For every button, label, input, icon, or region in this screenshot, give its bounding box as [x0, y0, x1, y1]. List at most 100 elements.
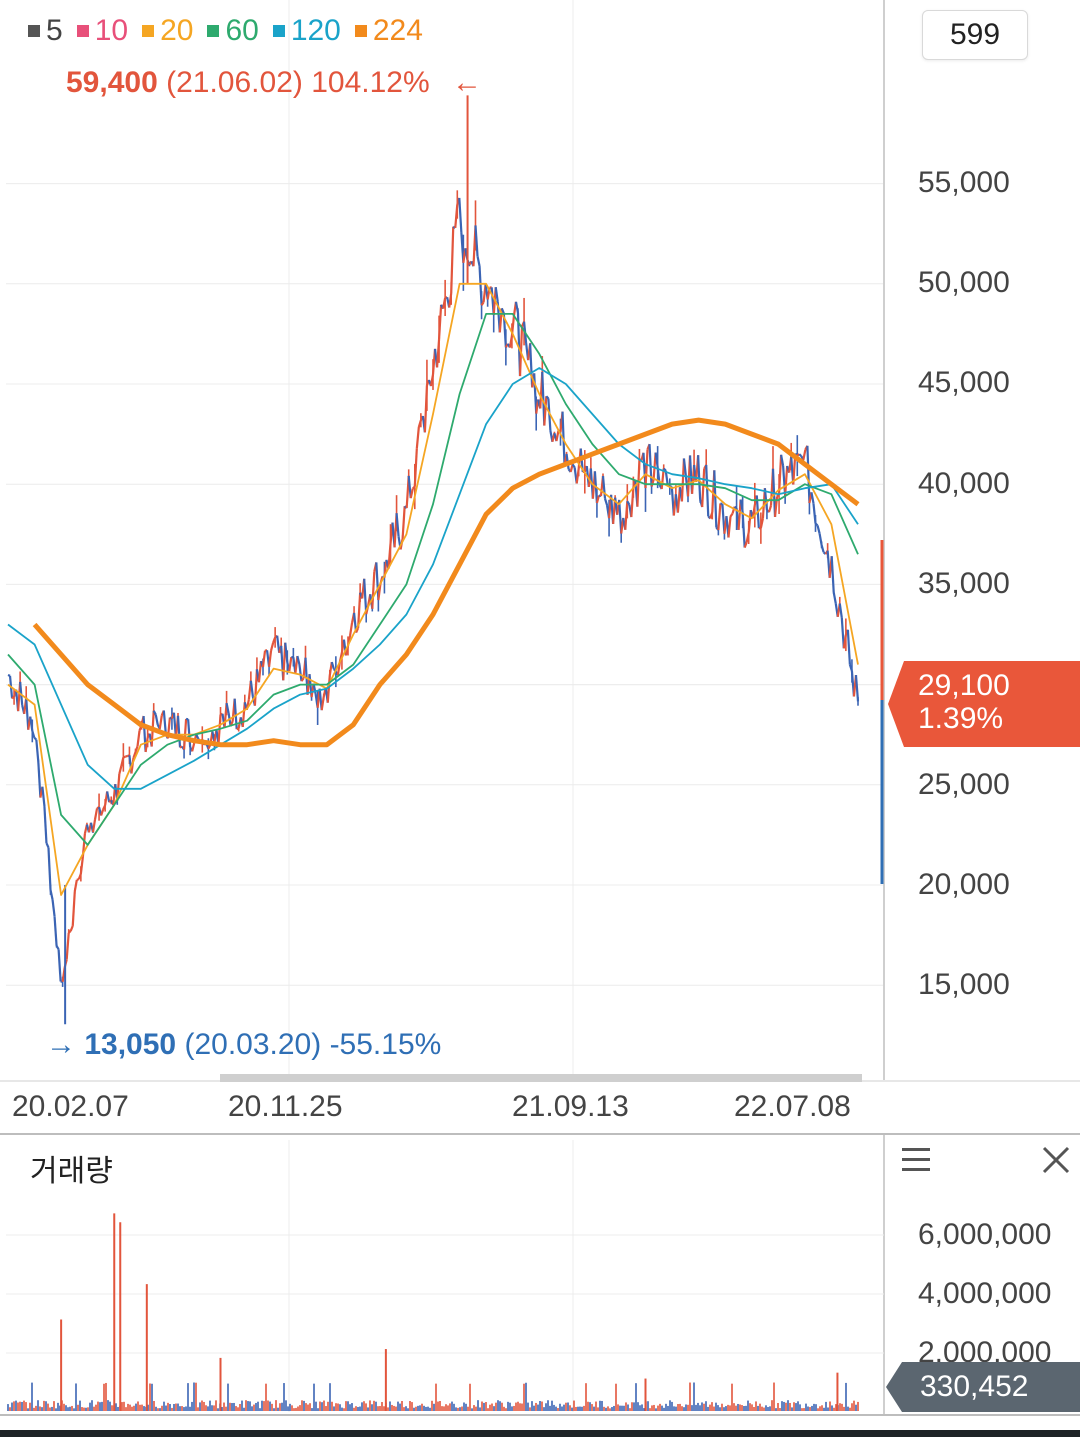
legend-item[interactable]: 120 [272, 14, 341, 48]
price-trace-segment [152, 710, 157, 716]
price-trace-segment [296, 655, 301, 665]
price-trace-segment [158, 715, 163, 729]
price-trace-segment [409, 488, 414, 499]
legend-item[interactable]: 5 [28, 14, 63, 48]
legend-item[interactable]: 60 [207, 14, 259, 48]
current-volume-tag: 330,452 [886, 1362, 1080, 1412]
left-arrow-icon: ← [452, 66, 482, 99]
legend-label: 60 [225, 14, 259, 47]
price-trace-segment [407, 475, 412, 499]
legend-swatch [354, 25, 367, 37]
price-trace-segment [176, 715, 182, 748]
y-tick-label: 25,000 [918, 768, 1010, 801]
price-trace-segment [136, 730, 141, 747]
price-trace-segment [543, 396, 548, 426]
price-trace-segment [355, 627, 360, 634]
price-trace-segment [25, 697, 30, 730]
price-trace-segment [494, 287, 499, 303]
x-tick-label: 22.07.08 [734, 1090, 851, 1123]
price-trace-segment [474, 225, 479, 257]
high-price: 59,400 [66, 66, 158, 99]
price-trace-segment [796, 453, 800, 457]
price-trace-segment [31, 730, 36, 738]
low-pct: -55.15% [329, 1028, 442, 1061]
menu-icon[interactable] [902, 1148, 930, 1172]
close-icon[interactable] [1040, 1144, 1072, 1176]
price-trace-segment [191, 742, 196, 752]
candle-count-box[interactable]: 599 [922, 10, 1028, 60]
legend-swatch [272, 25, 285, 37]
price-trace-segment [100, 809, 105, 816]
low-date: (20.03.20) [184, 1028, 322, 1061]
price-trace-segment [71, 891, 76, 926]
price-trace-segment [784, 465, 789, 496]
price-trace-segment [743, 541, 748, 548]
y-tick-label: 55,000 [918, 166, 1010, 199]
price-trace-segment [545, 395, 550, 400]
price-trace-segment [595, 495, 601, 504]
price-trace-segment [300, 677, 305, 682]
price-trace-segment [830, 556, 835, 593]
legend-label: 120 [290, 14, 341, 47]
price-trace-segment [122, 755, 126, 759]
price-trace-segment [820, 544, 825, 553]
price-trace-segment [682, 458, 688, 477]
price-trace-segment [267, 650, 273, 667]
price-trace-segment [118, 765, 123, 775]
legend-swatch [207, 25, 220, 37]
current-volume: 330,452 [920, 1370, 1029, 1403]
price-trace-segment [249, 680, 254, 698]
y-tick-label: 15,000 [918, 968, 1010, 1001]
price-trace-segment [680, 458, 686, 502]
y-tick-label: 45,000 [918, 366, 1010, 399]
price-trace-segment [73, 879, 78, 892]
price-trace-segment [415, 426, 420, 449]
price-trace-segment [500, 307, 505, 314]
price-trace-segment [33, 736, 38, 741]
price-trace-segment [720, 502, 723, 506]
legend-item[interactable]: 10 [76, 14, 128, 48]
legend-item[interactable]: 224 [354, 14, 423, 48]
price-trace-segment [854, 674, 860, 702]
price-trace-segment [43, 806, 48, 844]
price-trace-segment [7, 673, 11, 677]
legend-label: 20 [160, 14, 194, 47]
price-trace-segment [276, 635, 281, 653]
legend-swatch [142, 25, 155, 37]
price-trace-segment [162, 710, 167, 735]
ma-line-20 [7, 282, 859, 896]
price-trace-segment [737, 499, 742, 530]
price-trace-segment [798, 453, 803, 457]
price-trace-segment [41, 786, 46, 807]
price-trace-segment [57, 949, 62, 982]
right-arrow-icon: → [46, 1028, 76, 1061]
price-trace-segment [76, 878, 80, 881]
price-trace-segment [371, 571, 376, 609]
price-trace-segment [47, 847, 52, 890]
price-trace-segment [225, 702, 230, 714]
scrollbar-thumb[interactable] [220, 1074, 862, 1082]
price-trace-segment [450, 226, 455, 294]
high-price-annotation: 59,400 (21.06.02) 104.12% ← [66, 66, 482, 100]
price-trace-segment [413, 448, 418, 487]
price-trace-segment [67, 930, 72, 934]
price-trace-segment [51, 899, 56, 917]
legend-item[interactable]: 20 [142, 14, 193, 48]
high-pct: 104.12% [311, 66, 430, 99]
price-trace-segment [298, 664, 303, 682]
current-change-pct: 1.39% [918, 702, 1004, 735]
y-tick-label: 40,000 [918, 467, 1010, 500]
price-trace-segment [650, 479, 655, 487]
price-trace-segment [480, 301, 485, 306]
price-trace-segment [780, 454, 785, 467]
price-trace-segment [814, 522, 819, 527]
price-trace-segment [701, 468, 706, 508]
price-trace-segment [741, 511, 746, 548]
price-trace-segment [154, 714, 159, 726]
volume-y-tick-label: 4,000,000 [918, 1277, 1052, 1310]
price-trace-segment [35, 739, 40, 763]
x-tick-label: 20.11.25 [228, 1090, 343, 1123]
volume-panel-title: 거래량 [30, 1155, 113, 1188]
price-trace-segment [55, 945, 60, 950]
